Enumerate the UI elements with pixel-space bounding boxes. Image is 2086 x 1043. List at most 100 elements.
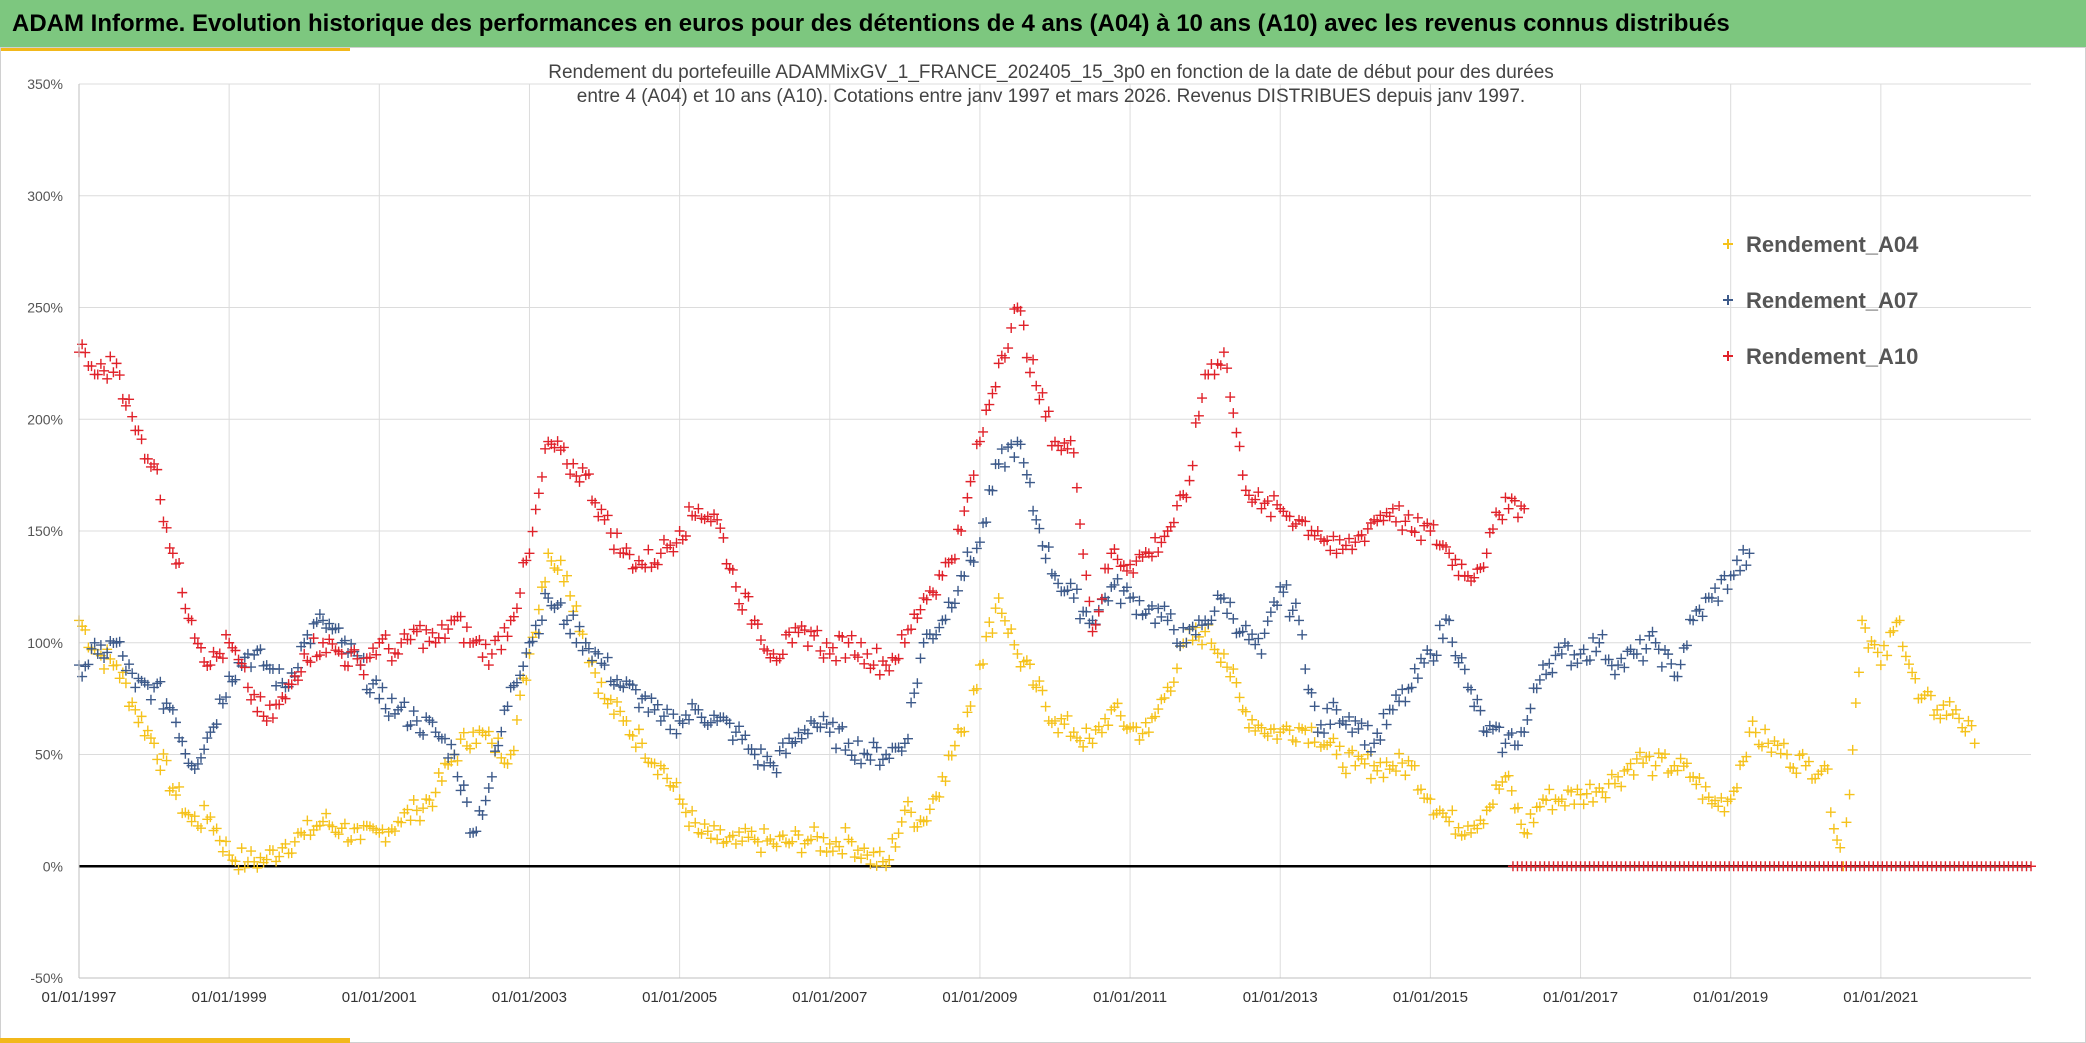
rendement_a10-point — [1197, 393, 1208, 404]
rendement_a07-point — [1619, 662, 1630, 673]
rendement_a07-point — [1146, 600, 1157, 611]
rendement_a10-point — [734, 598, 745, 609]
rendement_a10-point — [1322, 535, 1333, 546]
rendement_a04-point — [1037, 685, 1048, 696]
rendement_a04-point — [546, 555, 557, 566]
rendement_a07-point — [1506, 728, 1517, 739]
rendement_a07-point — [665, 724, 676, 735]
rendement_a04-point — [1844, 789, 1855, 800]
rendement_a07-point — [934, 622, 945, 633]
rendement_a10-point — [1309, 530, 1320, 541]
rendement_a04-point — [743, 832, 754, 843]
rendement_a07-point — [99, 653, 110, 664]
rendement_a07-point — [774, 745, 785, 756]
rendement_a04-point — [840, 822, 851, 833]
rendement_a10-point — [655, 548, 666, 559]
rendement_a04-point — [1441, 812, 1452, 823]
rendement_a04-point — [727, 830, 738, 841]
rendement_a07-point — [1353, 723, 1364, 734]
rendement_a07-point — [455, 785, 466, 796]
rendement_a07-point — [902, 733, 913, 744]
rendement_a07-point — [324, 618, 335, 629]
legend-label-rendement_a04: Rendement_A04 — [1746, 232, 1919, 257]
rendement_a04-point — [812, 831, 823, 842]
rendement_a04-point — [793, 829, 804, 840]
rendement_a04-point — [483, 726, 494, 737]
rendement_a07-point — [471, 826, 482, 837]
rendement_a10-point — [1237, 470, 1248, 481]
rendement_a04-point — [1835, 842, 1846, 853]
rendement_a04-point — [1369, 760, 1380, 771]
rendement_a10-point — [511, 603, 522, 614]
rendement_a07-point — [211, 719, 222, 730]
rendement_a04-point — [164, 785, 175, 796]
rendement_a04-point — [149, 738, 160, 749]
accent-bar-bottom — [0, 1038, 350, 1043]
rendement_a10-point — [612, 528, 623, 539]
rendement_a04-point — [596, 677, 607, 688]
rendement_a10-point — [1140, 547, 1151, 558]
rendement_a04-point — [1969, 738, 1980, 749]
rendement_a07-point — [533, 628, 544, 639]
rendement_a04-point — [987, 628, 998, 639]
rendement_a04-point — [1816, 766, 1827, 777]
rendement_a04-point — [1350, 760, 1361, 771]
rendement_a04-point — [662, 773, 673, 784]
rendement_a07-point — [117, 651, 128, 662]
rendement_a07-point — [1675, 659, 1686, 670]
rendement_a10-point — [793, 627, 804, 638]
rendement_a04-point — [1841, 817, 1852, 828]
rendement_a07-point — [274, 664, 285, 675]
rendement_a04-point — [1159, 693, 1170, 704]
rendement_a07-point — [1685, 614, 1696, 625]
rendement_a07-point — [677, 718, 688, 729]
rendement_a10-point — [436, 619, 447, 630]
rendement_a04-point — [652, 769, 663, 780]
rendement_a04-point — [734, 827, 745, 838]
rendement_a04-point — [458, 727, 469, 738]
rendement_a10-point — [258, 711, 269, 722]
rendement_a10-point — [1131, 556, 1142, 567]
rendement_a07-point — [840, 745, 851, 756]
rendement_a10-point — [1222, 363, 1233, 374]
rendement_a10-point — [1071, 482, 1082, 493]
rendement_a04-point — [533, 604, 544, 615]
rendement_a04-point — [1447, 805, 1458, 816]
rendement_a10-point — [427, 627, 438, 638]
rendement_a10-point — [515, 588, 526, 599]
rendement_a04-point — [1359, 758, 1370, 769]
rendement_a10-point — [602, 510, 613, 521]
rendement_a04-point — [1731, 782, 1742, 793]
rendement_a10-point — [524, 548, 535, 559]
rendement_a10-point — [596, 504, 607, 515]
rendement_a04-point — [1200, 626, 1211, 637]
rendement_a07-point — [164, 702, 175, 713]
rendement_a04-point — [339, 818, 350, 829]
rendement_a10-point — [424, 636, 435, 647]
rendement_a04-point — [1847, 744, 1858, 755]
rendement_a04-point — [552, 564, 563, 575]
rendement_a07-point — [1340, 719, 1351, 730]
rendement_a10-point — [1006, 322, 1017, 333]
rendement_a10-point — [1128, 567, 1139, 578]
rendement_a04-point — [1822, 764, 1833, 775]
rendement_a07-point — [652, 699, 663, 710]
rendement_a04-point — [1512, 802, 1523, 813]
rendement_a04-point — [108, 660, 119, 671]
rendement_a10-point — [421, 624, 432, 635]
rendement_a07-point — [1525, 703, 1536, 714]
rendement_a07-point — [571, 637, 582, 648]
rendement_a07-point — [1140, 608, 1151, 619]
rendement_a04-point — [346, 835, 357, 846]
rendement_a10-point — [1416, 535, 1426, 546]
rendement_a04-point — [314, 820, 325, 831]
rendement_a04-point — [1700, 781, 1711, 792]
rendement_a04-point — [145, 733, 156, 744]
rendement_a10-point — [527, 526, 538, 537]
rendement_a10-point — [292, 675, 303, 686]
rendement_a04-point — [1212, 648, 1223, 659]
rendement_a07-point — [1112, 573, 1123, 584]
rendement_a04-point — [630, 742, 641, 753]
rendement_a04-point — [1675, 753, 1686, 764]
rendement_a10-point — [196, 642, 206, 653]
